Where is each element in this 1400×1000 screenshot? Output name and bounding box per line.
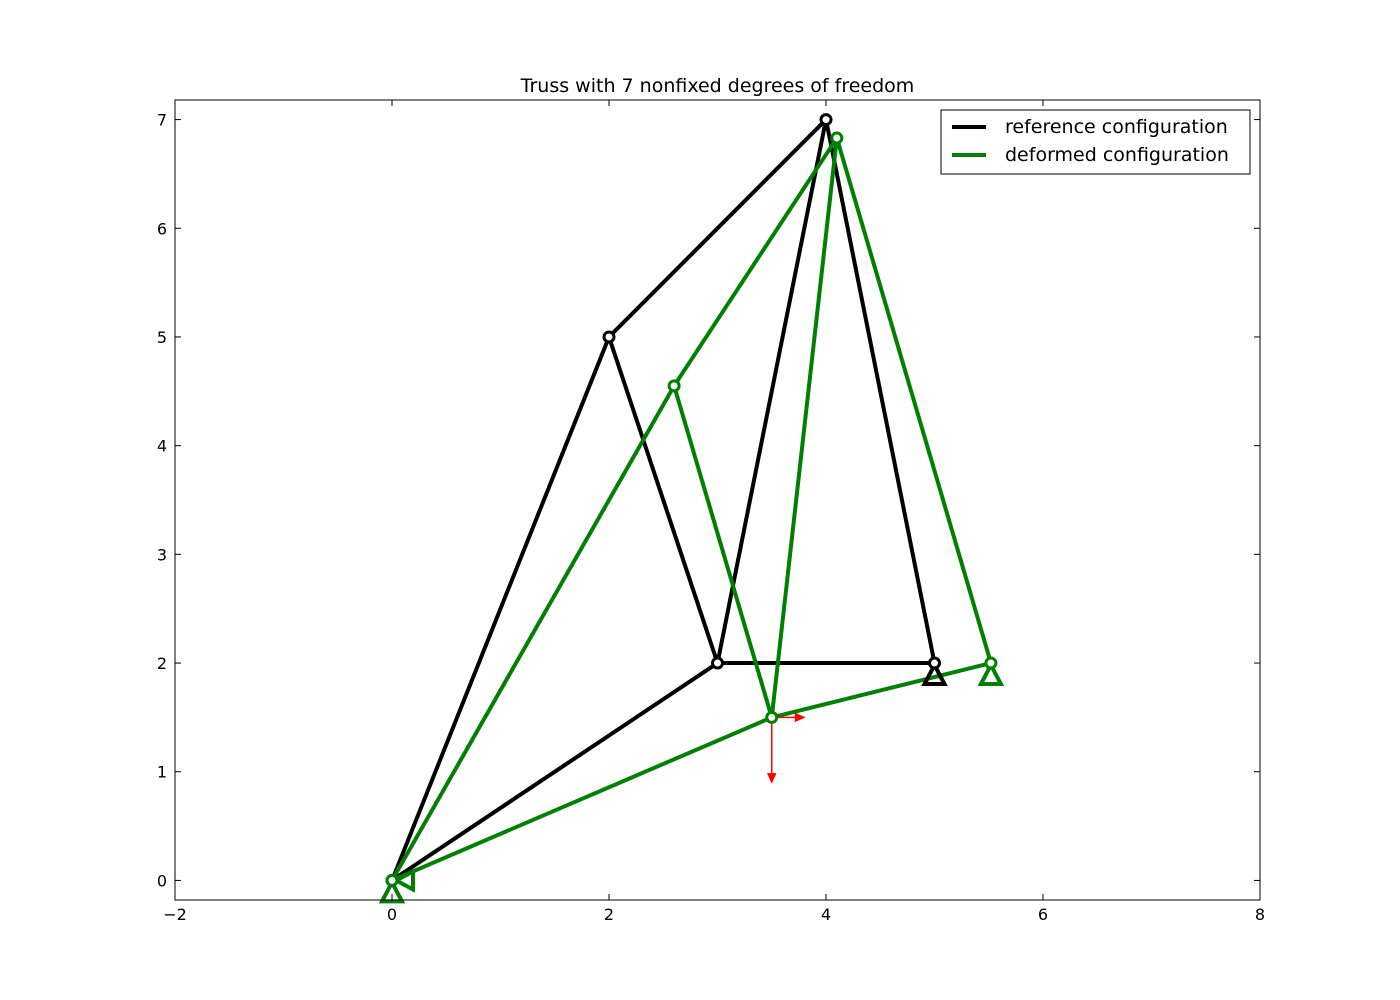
y-tick-label: 3 xyxy=(157,545,167,564)
deformed-node xyxy=(385,873,399,887)
x-tick-label: 2 xyxy=(604,905,614,924)
truss-members xyxy=(390,117,993,883)
deformed-node xyxy=(830,131,844,145)
deformed-node xyxy=(765,710,779,724)
load-arrows xyxy=(766,712,806,784)
deformed-support-triangle-up xyxy=(977,660,1005,687)
x-tick-label: −2 xyxy=(163,905,187,924)
y-tick-label: 6 xyxy=(157,219,167,238)
legend-label-reference: reference configuration xyxy=(1005,116,1228,138)
reference-member xyxy=(390,334,611,883)
deformed-member xyxy=(769,136,839,720)
reference-node xyxy=(928,656,941,670)
axis-ticks: −2 0 2 4 6 8 0 1 2 3 4 5 6 7 xyxy=(157,100,1265,924)
x-tick-label: 0 xyxy=(387,905,397,924)
deformed-support-triangle-left xyxy=(391,868,415,893)
legend-label-deformed: deformed configuration xyxy=(1005,144,1229,166)
plot-frame xyxy=(174,99,1261,901)
reference-member xyxy=(824,117,937,666)
reference-member xyxy=(715,117,828,666)
support-markers xyxy=(378,660,1005,904)
deformed-member xyxy=(672,136,839,388)
legend-box xyxy=(940,109,1251,175)
deformed-member xyxy=(769,661,993,720)
y-tick-label: 2 xyxy=(157,654,167,673)
deformed-node xyxy=(984,656,998,670)
chart-title: Truss with 7 nonfixed degrees of freedom xyxy=(520,75,915,97)
y-tick-label: 7 xyxy=(157,111,167,130)
deformed-member xyxy=(390,383,677,883)
x-tick-label: 6 xyxy=(1038,905,1048,924)
legend: reference configuration deformed configu… xyxy=(940,109,1251,175)
reference-node xyxy=(819,113,833,127)
reference-node xyxy=(711,656,724,670)
reference-member xyxy=(390,661,720,883)
deformed-member xyxy=(834,136,993,666)
reference-node xyxy=(602,330,616,344)
load-arrow-head xyxy=(794,712,806,723)
deformed-support-triangle-up xyxy=(378,878,406,904)
load-arrow-head xyxy=(766,773,777,784)
reference-support-triangle-up xyxy=(921,660,948,687)
y-tick-label: 5 xyxy=(157,328,167,347)
deformed-member xyxy=(672,383,774,720)
x-tick-label: 4 xyxy=(821,905,831,924)
deformed-node xyxy=(667,379,681,393)
y-tick-label: 0 xyxy=(157,871,167,890)
truss-nodes xyxy=(385,113,998,887)
y-tick-label: 4 xyxy=(157,437,167,456)
y-tick-label: 1 xyxy=(157,763,167,782)
reference-member xyxy=(607,117,828,339)
reference-member xyxy=(607,334,720,666)
x-tick-label: 8 xyxy=(1255,905,1265,924)
deformed-member xyxy=(390,715,774,883)
